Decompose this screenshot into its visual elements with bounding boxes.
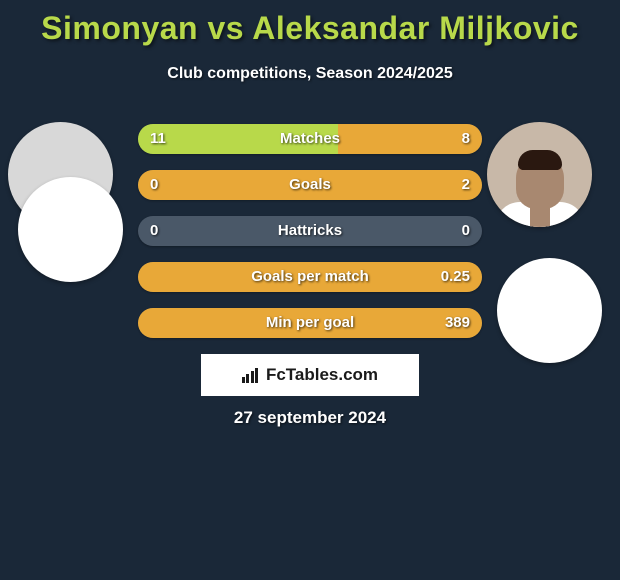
stat-value-left: 0 xyxy=(150,216,158,246)
stat-label: Min per goal xyxy=(138,308,482,338)
stat-value-right: 0 xyxy=(462,216,470,246)
fctables-logo: FcTables.com xyxy=(201,354,419,396)
player-right-avatar xyxy=(487,122,592,227)
stat-label: Goals per match xyxy=(138,262,482,292)
player-left-club-badge xyxy=(18,177,123,282)
stat-value-left: 0 xyxy=(150,170,158,200)
stat-row: Goals per match0.25 xyxy=(138,262,482,292)
stat-label: Matches xyxy=(138,124,482,154)
stat-row: Matches11 8 xyxy=(138,124,482,154)
stats-bars: Matches118Goals02Hattricks00Goals per ma… xyxy=(138,124,482,354)
stat-label: Hattricks xyxy=(138,216,482,246)
stat-value-right: 0.25 xyxy=(441,262,470,292)
stat-row: Hattricks0 0 xyxy=(138,216,482,246)
logo-text: FcTables.com xyxy=(266,365,378,385)
stat-row: Goals0 2 xyxy=(138,170,482,200)
page-title: Simonyan vs Aleksandar Miljkovic xyxy=(0,0,620,47)
page-subtitle: Club competitions, Season 2024/2025 xyxy=(0,65,620,83)
player-right-club-badge xyxy=(497,258,602,363)
stat-value-right: 8 xyxy=(462,124,470,154)
stat-value-left: 11 xyxy=(150,124,166,154)
stat-row: Min per goal389 xyxy=(138,308,482,338)
bar-chart-icon xyxy=(242,367,260,383)
stat-value-right: 2 xyxy=(462,170,470,200)
stat-label: Goals xyxy=(138,170,482,200)
stat-value-right: 389 xyxy=(445,308,470,338)
date-label: 27 september 2024 xyxy=(0,408,620,428)
